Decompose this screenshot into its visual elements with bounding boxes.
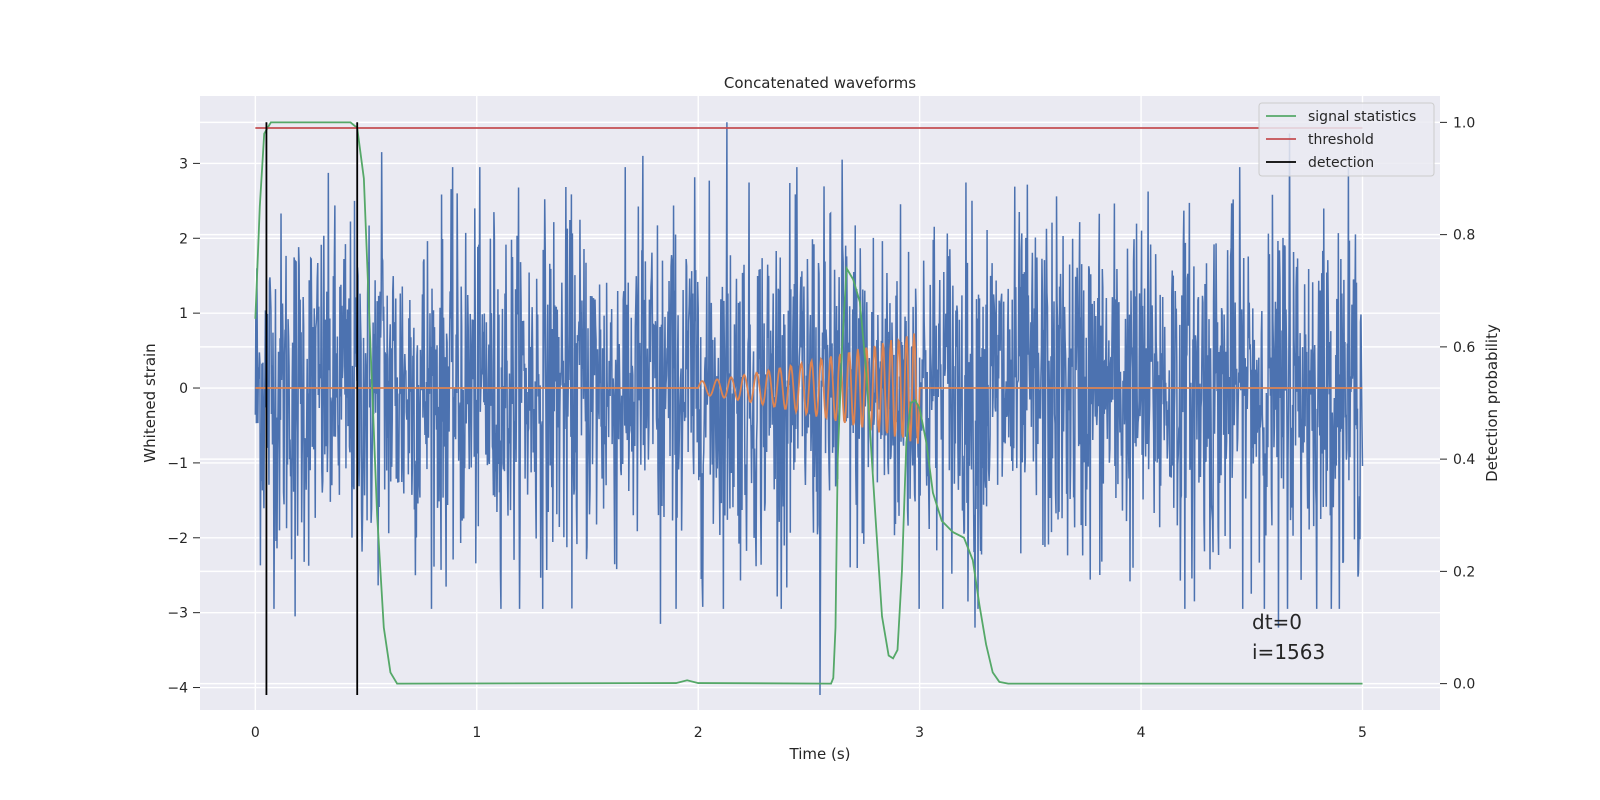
right-y-tick-label: 1.0 <box>1453 115 1475 131</box>
y-tick-label: −3 <box>167 606 188 622</box>
legend-label-threshold: threshold <box>1308 132 1374 148</box>
chart-title: Concatenated waveforms <box>724 74 916 92</box>
y-tick-label: 3 <box>179 156 188 172</box>
y-tick-label: −4 <box>167 681 188 697</box>
series-layer <box>254 121 1363 696</box>
noise-line <box>254 122 1364 696</box>
y-tick-label: −1 <box>167 456 188 472</box>
right-y-tick-label: 0.0 <box>1453 677 1475 693</box>
annotation-index: i=1563 <box>1252 640 1325 664</box>
y-axis-label: Whitened strain <box>141 343 159 462</box>
right-y-tick-label: 0.8 <box>1453 228 1475 244</box>
y-tick-label: 1 <box>179 306 188 322</box>
injected-chirp-series <box>255 333 1363 444</box>
legend-label-signal-statistics: signal statistics <box>1308 109 1416 125</box>
y-tick-label: 2 <box>179 231 188 247</box>
x-tick-label: 0 <box>251 725 260 741</box>
legend-label-detection: detection <box>1308 155 1374 171</box>
x-tick-label: 1 <box>472 725 481 741</box>
y-tick-label: −2 <box>167 531 188 547</box>
annotation-dt: dt=0 <box>1252 610 1302 634</box>
legend: signal statistics threshold detection <box>1258 102 1435 177</box>
x-tick-label: 3 <box>915 725 924 741</box>
x-tick-label: 4 <box>1137 725 1146 741</box>
right-y-axis-label: Detection probability <box>1483 324 1501 482</box>
x-tick-label: 2 <box>694 725 703 741</box>
x-tick-labels: 0 1 2 3 4 5 <box>251 725 1367 741</box>
chirp-line <box>255 333 1363 444</box>
noise-series <box>254 122 1364 696</box>
signal-statistics-line <box>254 121 1363 685</box>
right-y-tick-label: 0.2 <box>1453 564 1475 580</box>
right-y-tick-label: 0.4 <box>1453 452 1475 468</box>
y-tick-labels: 3 2 1 0 −1 −2 −3 −4 <box>167 156 200 697</box>
legend-box <box>1258 102 1435 177</box>
right-y-tick-label: 0.6 <box>1453 340 1475 356</box>
right-y-tick-labels: 1.0 0.8 0.6 0.4 0.2 0.0 <box>1440 115 1475 693</box>
y-tick-label: 0 <box>179 381 188 397</box>
x-axis-label: Time (s) <box>789 745 851 763</box>
x-tick-label: 5 <box>1358 725 1367 741</box>
